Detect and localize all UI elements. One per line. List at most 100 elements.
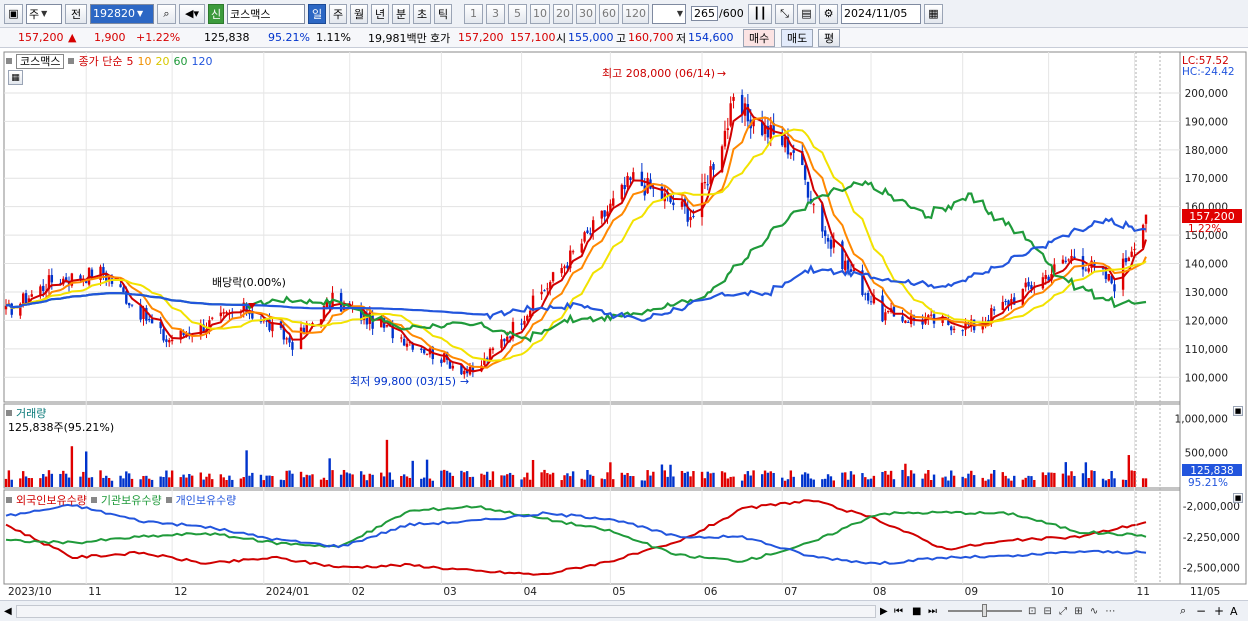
rewind-icon[interactable]: ⏮: [894, 605, 903, 617]
table-view-icon[interactable]: ▦: [8, 70, 23, 85]
window-menu-icon[interactable]: ▣: [4, 3, 23, 24]
volume-title[interactable]: 거래량: [16, 407, 47, 420]
market-select[interactable]: 주 ▼: [26, 3, 62, 24]
ma-label[interactable]: 종가 단순: [78, 55, 123, 68]
candle-body: [600, 210, 603, 219]
zoom-in-icon[interactable]: +: [1214, 604, 1225, 618]
zoom-slider-handle[interactable]: [982, 604, 987, 617]
minute-step-20[interactable]: 20: [553, 3, 573, 24]
minute-step-120[interactable]: 120: [622, 3, 649, 24]
compare-button[interactable]: 전: [65, 3, 87, 24]
period-minute[interactable]: 분: [392, 3, 410, 24]
candle-body: [130, 304, 134, 306]
minute-step-5[interactable]: 5: [508, 3, 527, 24]
volume-bar: [39, 478, 42, 487]
volume-bar: [669, 464, 672, 487]
volume-bar: [689, 476, 692, 487]
volume-bar: [162, 476, 165, 487]
holding-panel-close-icon[interactable]: ■: [1233, 493, 1243, 503]
candle-body: [471, 365, 475, 372]
period-second[interactable]: 초: [413, 3, 431, 24]
minute-step-60[interactable]: 60: [599, 3, 619, 24]
drawing-tool-icon[interactable]: ⤡: [775, 3, 794, 24]
volume-bar: [122, 478, 125, 487]
save-icon[interactable]: ▤: [797, 3, 816, 24]
price-stock-tag[interactable]: 코스맥스: [16, 53, 65, 69]
date-input[interactable]: 2024/11/05: [841, 3, 921, 24]
quote-bar: 157,200 ▲ 1,900 +1.22% 125,838 95.21% 1.…: [0, 28, 1248, 48]
stock-name-field[interactable]: 코스맥스: [227, 3, 305, 24]
candle-body: [669, 194, 672, 203]
volume-panel-close-icon[interactable]: ■: [1233, 406, 1243, 416]
sell-button[interactable]: 매도: [781, 28, 814, 47]
candle-body: [119, 284, 122, 288]
zoom-search-icon[interactable]: ⌕: [1180, 604, 1187, 617]
volume-bar: [864, 477, 867, 487]
ma-5-line: [5, 106, 1147, 373]
ma-20-label[interactable]: 20: [155, 54, 170, 68]
volume-bar: [887, 474, 890, 487]
volume-bar: [571, 471, 575, 487]
play-end-icon[interactable]: ⏭: [928, 605, 937, 617]
period-tick[interactable]: 틱: [434, 3, 452, 24]
legend-square-icon: [90, 497, 97, 503]
ma-5-label[interactable]: 5: [126, 54, 134, 68]
candle-body: [706, 184, 709, 186]
period-year[interactable]: 년: [371, 3, 389, 24]
chart-canvas[interactable]: 100,000 110,000 120,000 130,000 140,000 150,0…: [0, 49, 1248, 600]
period-day[interactable]: 일: [308, 3, 326, 24]
minute-step-10[interactable]: 10: [530, 3, 550, 24]
ma-120-label[interactable]: 120: [191, 54, 213, 68]
volume-bar: [952, 475, 956, 487]
volume-bar: [609, 462, 612, 487]
speaker-icon[interactable]: ◀▾: [179, 3, 205, 24]
count-display[interactable]: 265/600: [689, 4, 745, 24]
dividend-marker-icon: [248, 303, 256, 309]
candle-body: [1044, 275, 1047, 279]
search-icon[interactable]: ⌕: [157, 3, 176, 24]
zoom-out-icon[interactable]: −: [1196, 604, 1207, 618]
candle-body: [1047, 276, 1050, 281]
volume-bar: [1007, 478, 1010, 487]
minute-step-3[interactable]: 3: [486, 3, 505, 24]
candle-body: [170, 339, 174, 342]
volume-bar: [1021, 479, 1025, 487]
font-size-icon[interactable]: A: [1230, 604, 1238, 618]
candle-body: [821, 203, 824, 232]
custom-step-select[interactable]: ▼: [652, 3, 686, 24]
volume-bar: [660, 464, 664, 487]
scroll-left-icon[interactable]: ◀: [4, 605, 12, 617]
horizontal-scrollbar[interactable]: [16, 604, 876, 618]
candle-style-icon[interactable]: ┃┃: [748, 3, 772, 24]
minute-step-1[interactable]: 1: [464, 3, 483, 24]
foreign-holding-label[interactable]: 외국인보유수량: [16, 494, 87, 507]
calendar-icon[interactable]: ▦: [924, 3, 943, 24]
chevron-down-icon: ▼: [676, 9, 683, 18]
period-month[interactable]: 월: [350, 3, 368, 24]
volume-bar: [591, 475, 595, 487]
stock-code-input[interactable]: 192820 ▼: [90, 3, 154, 24]
volume-bar: [1030, 476, 1033, 487]
x-axis-tick: 05: [612, 586, 625, 598]
evaluate-button[interactable]: 평: [818, 28, 841, 47]
drawing-tools-icon[interactable]: ⊡ ⊟ ⤢ ⊞ ∿ ⋯: [1028, 605, 1118, 617]
ma-10-label[interactable]: 10: [137, 54, 152, 68]
candle-body: [411, 343, 414, 350]
volume-bar: [188, 474, 191, 487]
individual-holding-label[interactable]: 개인보유수량: [175, 494, 237, 507]
ma-60-label[interactable]: 60: [173, 54, 188, 68]
institution-holding-label[interactable]: 기관보유수량: [100, 494, 162, 507]
candle-body: [844, 260, 847, 271]
volume-bar: [626, 472, 629, 487]
stop-icon[interactable]: ■: [912, 605, 922, 617]
buy-button[interactable]: 매수: [743, 28, 776, 47]
gear-icon[interactable]: ⚙: [819, 3, 838, 24]
period-week[interactable]: 주: [329, 3, 347, 24]
volume-bar: [809, 478, 813, 487]
minute-step-30[interactable]: 30: [576, 3, 596, 24]
candle-body: [801, 151, 804, 165]
holding-y-tick: -2,250,000: [1183, 532, 1240, 544]
volume-bar: [245, 450, 248, 487]
scroll-right-icon[interactable]: ▶: [880, 605, 888, 617]
candle-body: [1101, 267, 1105, 269]
